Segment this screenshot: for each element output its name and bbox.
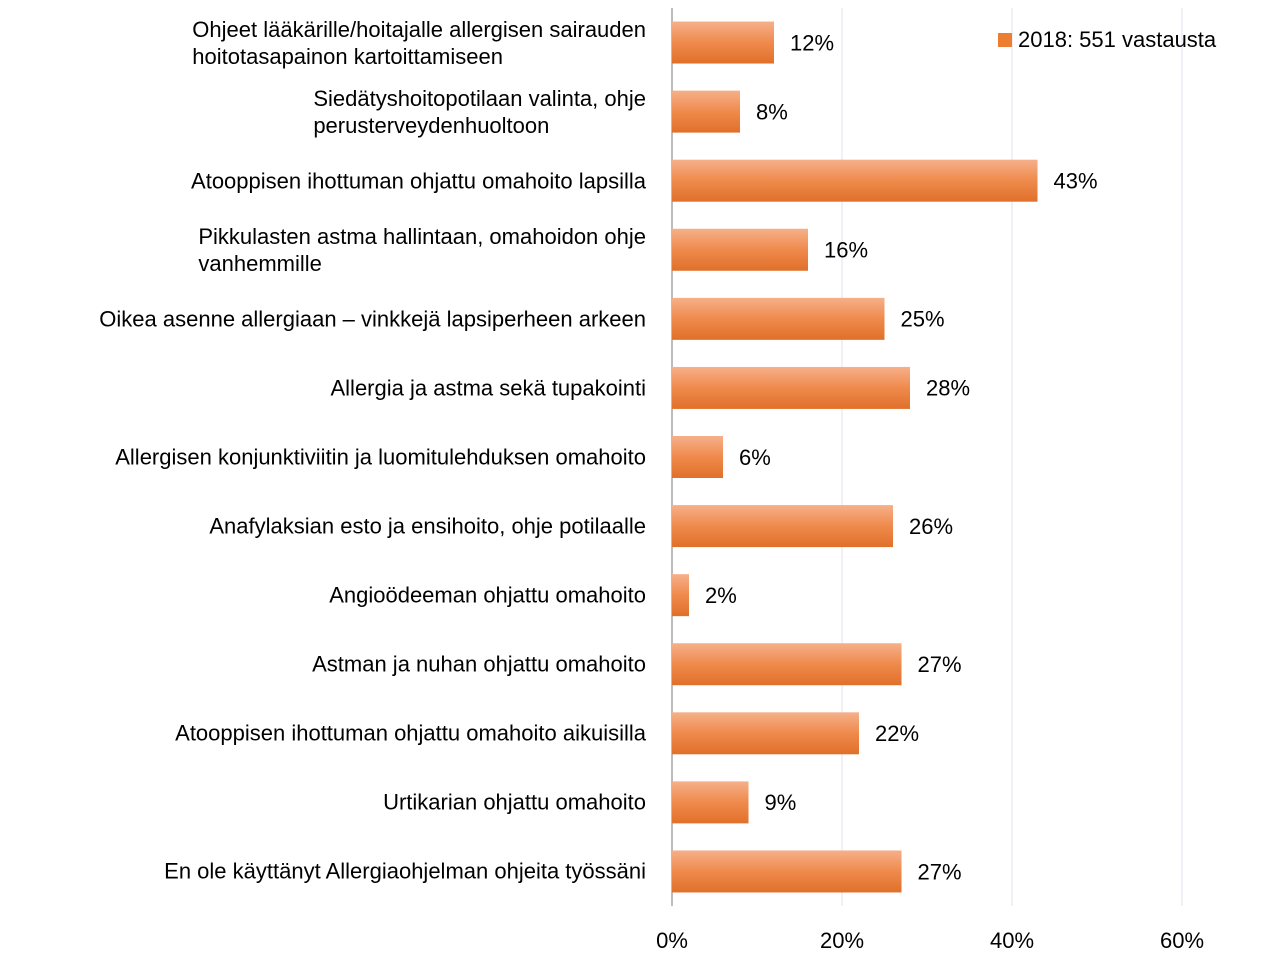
x-tick-label: 20%	[820, 928, 864, 953]
bar	[672, 21, 774, 64]
bar	[672, 366, 910, 409]
x-tick-label: 60%	[1160, 928, 1204, 953]
y-tick-label: Astman ja nuhan ohjattu omahoito	[312, 651, 646, 677]
data-label: 16%	[824, 238, 868, 263]
data-label: 8%	[756, 99, 788, 124]
y-tick-label: Allergia ja astma sekä tupakointi	[330, 375, 647, 401]
bar	[672, 781, 749, 824]
data-label: 6%	[739, 445, 771, 470]
data-label: 27%	[918, 859, 962, 884]
bar	[672, 90, 740, 133]
y-tick-label: Angioödeeman ohjattu omahoito	[329, 582, 646, 608]
bar	[672, 712, 859, 755]
y-tick-label: Siedätyshoitopotilaan valinta, ohje peru…	[313, 85, 646, 138]
bar	[672, 159, 1038, 202]
data-label: 2%	[705, 583, 737, 608]
data-label: 43%	[1054, 169, 1098, 194]
bar	[672, 643, 902, 686]
data-label: 12%	[790, 30, 834, 55]
y-tick-label: Anafylaksian esto ja ensihoito, ohje pot…	[209, 513, 646, 539]
y-tick-label: Ohjeet lääkärille/hoitajalle allergisen …	[192, 16, 646, 69]
data-label: 28%	[926, 376, 970, 401]
x-tick-label: 0%	[656, 928, 688, 953]
y-tick-label: Allergisen konjunktiviitin ja luomituleh…	[115, 444, 646, 470]
bar	[672, 228, 808, 271]
y-tick-label: Atooppisen ihottuman ohjattu omahoito ai…	[175, 720, 646, 746]
y-tick-label: En ole käyttänyt Allergiaohjelman ohjeit…	[164, 858, 646, 884]
bar	[672, 505, 893, 548]
y-tick-label: Pikkulasten astma hallintaan, omahoidon …	[198, 223, 646, 276]
legend-swatch	[998, 33, 1012, 47]
y-tick-label: Atooppisen ihottuman ohjattu omahoito la…	[191, 168, 646, 194]
bar	[672, 436, 723, 478]
x-tick-label: 40%	[990, 928, 1034, 953]
legend-label: 2018: 551 vastausta	[1018, 27, 1217, 52]
y-tick-label: Oikea asenne allergiaan – vinkkejä lapsi…	[99, 306, 646, 332]
bar	[672, 574, 689, 617]
data-label: 26%	[909, 514, 953, 539]
data-label: 22%	[875, 721, 919, 746]
data-label: 27%	[918, 652, 962, 677]
data-label: 25%	[901, 307, 945, 332]
y-tick-label: Urtikarian ohjattu omahoito	[383, 789, 646, 815]
bar	[672, 850, 902, 893]
data-label: 9%	[765, 790, 797, 815]
bar	[672, 297, 885, 340]
